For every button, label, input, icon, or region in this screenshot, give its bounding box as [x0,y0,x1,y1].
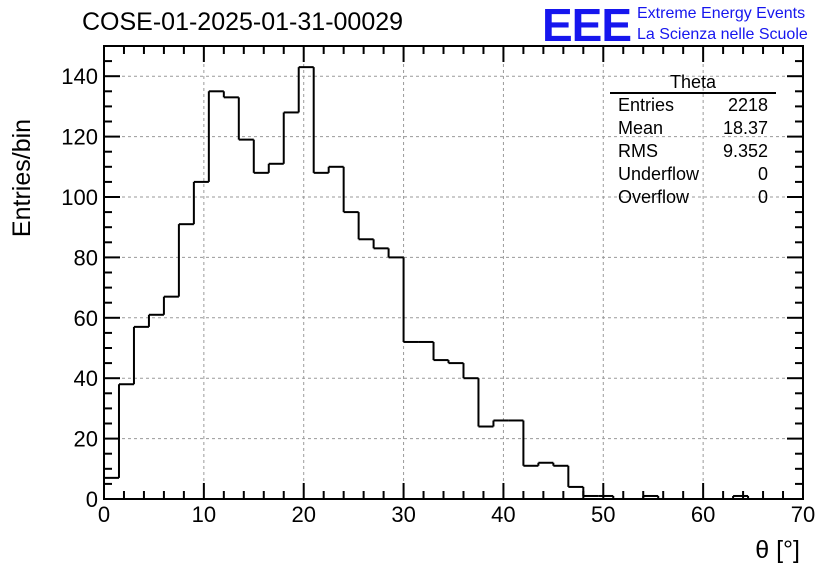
x-tick-label: 10 [192,502,216,527]
logo-line-2: La Scienza nelle Scuole [637,26,808,43]
stats-label: Overflow [618,187,690,207]
stats-label: Mean [618,118,664,138]
stats-title: Theta [610,73,776,94]
logo-line-1: Extreme Energy Events [637,5,806,22]
stats-value: 9.352 [722,141,768,161]
stats-value: 2218 [727,95,768,115]
stats-value: 0 [757,164,768,184]
stats-row-mean: Mean 18.37 [610,117,776,140]
y-tick-label: 0 [86,487,98,512]
x-axis-label: θ [°] [755,536,800,564]
stats-row-entries: Entries 2218 [610,94,776,117]
x-tick-label: 20 [291,502,315,527]
logo-caption: Extreme Energy Events La Scienza nelle S… [637,3,808,45]
stats-row-rms: RMS 9.352 [610,140,776,163]
stats-row-overflow: Overflow 0 [610,186,776,209]
x-tick-label: 70 [791,502,815,527]
eee-logo: EEE [542,0,632,51]
y-tick-label: 20 [74,427,98,452]
x-tick-label: 0 [98,502,110,527]
y-tick-label: 40 [74,366,98,391]
x-tick-label: 50 [591,502,615,527]
y-tick-label: 60 [74,306,98,331]
y-tick-label: 100 [61,185,98,210]
chart-title: COSE-01-2025-01-31-00029 [82,8,404,36]
x-tick-label: 40 [491,502,515,527]
y-tick-label: 120 [61,125,98,150]
stats-row-underflow: Underflow 0 [610,163,776,186]
tick-labels: 0 10 20 30 40 50 60 70 0 20 40 60 80 100 120 140 [61,64,815,527]
y-tick-label: 80 [74,245,98,270]
y-axis-label: Entries/bin [8,119,36,237]
x-tick-label: 60 [691,502,715,527]
stats-label: Underflow [618,164,700,184]
stats-value: 18.37 [722,118,768,138]
y-tick-label: 140 [61,64,98,89]
grid-lines [104,46,803,499]
axes [103,45,804,500]
stats-value: 0 [757,187,768,207]
x-tick-label: 30 [391,502,415,527]
stats-label: RMS [618,141,658,161]
stats-label: Entries [618,95,675,115]
stats-box: Theta Entries 2218 Mean 18.37 RMS 9.352 … [610,73,776,209]
